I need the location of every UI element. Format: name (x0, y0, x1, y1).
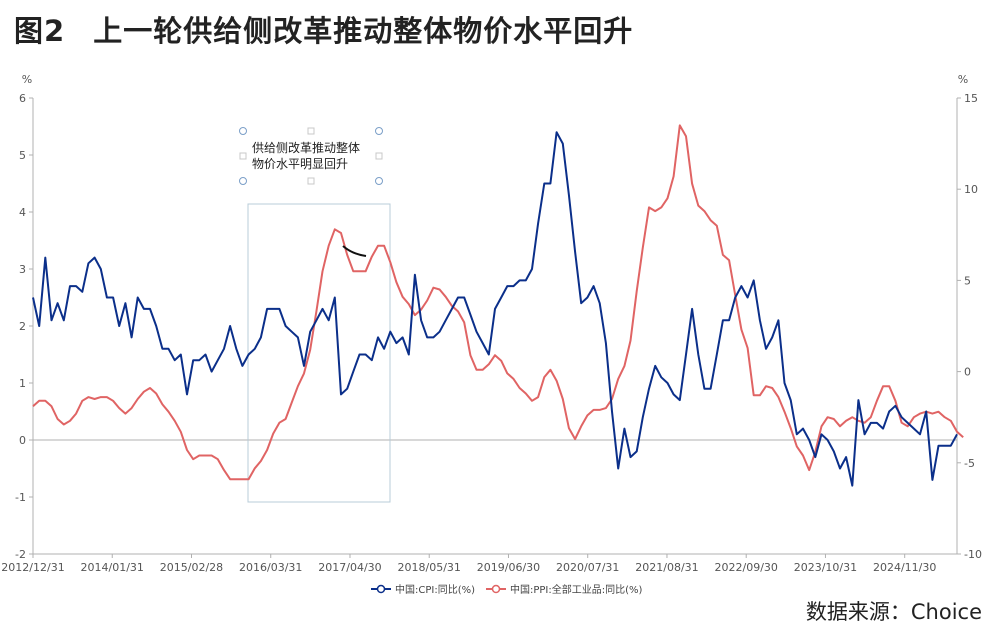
x-tick-label: 2018/05/31 (398, 561, 461, 574)
chart-title: 图2 上一轮供给侧改革推动整体物价水平回升 (14, 8, 633, 50)
right-tick-label: 5 (964, 274, 971, 287)
left-tick-label: -2 (15, 548, 26, 561)
legend-swatch-marker (376, 584, 386, 594)
x-tick-label: 2020/07/31 (556, 561, 619, 574)
figure-number: 图2 (14, 14, 66, 48)
figure-title: 上一轮供给侧改革推动整体物价水平回升 (93, 14, 634, 48)
right-tick-label: 15 (964, 92, 978, 105)
legend-label: 中国:PPI:全部工业品:同比(%) (510, 583, 643, 596)
left-tick-label: 5 (19, 149, 26, 162)
right-tick-label: -10 (964, 548, 982, 561)
x-tick-label: 2022/09/30 (715, 561, 778, 574)
x-tick-label: 2017/04/30 (318, 561, 381, 574)
x-tick-label: 2012/12/31 (1, 561, 64, 574)
left-axis-unit: % (22, 73, 32, 86)
cpi-series-line (32, 131, 958, 487)
right-tick-label: -5 (964, 457, 975, 470)
annotation-box[interactable]: 供给侧改革推动整体 物价水平明显回升 (239, 127, 383, 185)
left-tick-label: 2 (19, 320, 26, 333)
highlight-box (247, 203, 391, 503)
annotation-text-line2: 物价水平明显回升 (252, 157, 348, 171)
left-tick-label: 6 (19, 92, 26, 105)
data-source: 数据来源：Choice (805, 600, 982, 624)
annotation-arrow (342, 245, 367, 257)
right-tick-label: 0 (964, 366, 971, 379)
annotation-text-line1: 供给侧改革推动整体 (252, 140, 360, 155)
legend-item[interactable]: 中国:CPI:同比(%) (371, 583, 475, 596)
series-layer (32, 124, 964, 487)
x-tick-label: 2024/11/30 (873, 561, 936, 574)
legend-item[interactable]: 中国:PPI:全部工业品:同比(%) (486, 583, 643, 596)
x-tick-label: 2023/10/31 (794, 561, 857, 574)
ppi-series-line (32, 124, 964, 481)
left-tick-label: 0 (19, 434, 26, 447)
legend: 中国:CPI:同比(%) 中国:PPI:全部工业品:同比(%) (371, 583, 643, 596)
x-tick-label: 2015/02/28 (160, 561, 223, 574)
legend-label: 中国:CPI:同比(%) (395, 583, 475, 596)
left-tick-label: 3 (19, 263, 26, 276)
x-tick-label: 2021/08/31 (635, 561, 698, 574)
x-tick-label: 2016/03/31 (239, 561, 302, 574)
right-axis-unit: % (958, 73, 968, 86)
left-tick-label: 4 (19, 206, 26, 219)
x-tick-label: 2019/06/30 (477, 561, 540, 574)
x-tick-label: 2014/01/31 (81, 561, 144, 574)
legend-swatch-marker (491, 584, 501, 594)
right-tick-label: 10 (964, 183, 978, 196)
left-tick-label: 1 (19, 377, 26, 390)
left-tick-label: -1 (15, 491, 26, 504)
